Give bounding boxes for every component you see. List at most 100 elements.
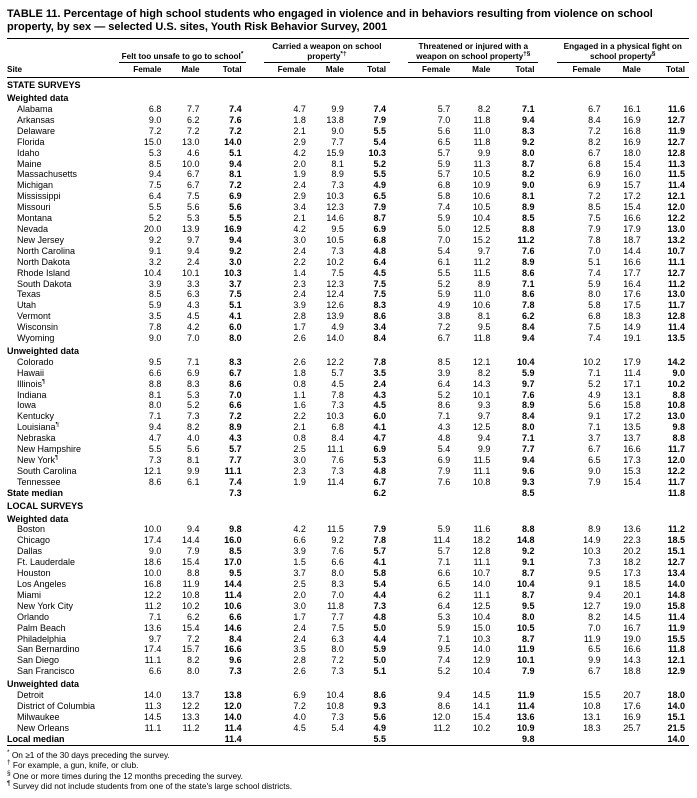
value: 14.4: [182, 535, 200, 546]
value: 16.8: [623, 125, 641, 136]
value: 9.4: [477, 433, 491, 444]
group-gap-spacer: [390, 268, 408, 279]
total-value: 6.2: [521, 311, 535, 322]
total-value: 9.6: [521, 465, 535, 476]
value: 7.5: [331, 267, 344, 278]
site-name: Kentucky: [17, 411, 55, 422]
site-name: Iowa: [17, 400, 37, 411]
total-value: 13.2: [667, 234, 685, 245]
value: 10.8: [326, 700, 344, 711]
group-gap-spacer: [538, 333, 556, 344]
value: 18.2: [623, 557, 641, 568]
value: 5.7: [437, 546, 451, 557]
value: 6.4: [437, 600, 451, 611]
value: 7.2: [187, 125, 200, 136]
value: 16.4: [623, 278, 641, 289]
footnote-text: On ≥1 of the 30 days preceding the surve…: [9, 749, 170, 760]
total-value: 12.0: [224, 700, 242, 711]
total-value: 11.9: [667, 622, 685, 633]
value: [454, 734, 494, 745]
group-gap-spacer: [538, 455, 556, 466]
group-gap-spacer: [538, 191, 556, 202]
group-gap-spacer: [538, 224, 556, 235]
footnote: § One or more times during the 12 months…: [7, 770, 691, 782]
value: 17.4: [143, 535, 162, 546]
total-value: 7.9: [373, 202, 387, 213]
section-label: Unweighted data: [7, 345, 80, 356]
value: 8.9: [588, 524, 601, 535]
value: 15.0: [143, 136, 162, 147]
table-row: North Dakota 3.2 2.4 3.0 2.2 10.2 6.4 6.1 11.2 8.…: [7, 257, 689, 268]
table-row: Indiana 8.1 5.3 7.0 1.1 7.8 4.3 5.2 10.1 7.6 4.9 13…: [7, 390, 689, 401]
value: 11.2: [473, 256, 491, 267]
value: 25.7: [623, 722, 641, 733]
value: 7.3: [331, 400, 344, 411]
total-value: 8.3: [229, 356, 242, 367]
table-row: Utah 5.9 4.3 5.1 3.9 12.6 8.3 4.9 10.6 7.8 5.8 17.5…: [7, 300, 689, 311]
value: 16.9: [623, 136, 641, 147]
value: 13.9: [182, 223, 200, 234]
subsection-row: Weighted data: [7, 91, 689, 104]
footnote-marker: §: [651, 49, 656, 57]
total-value: 8.1: [229, 169, 242, 180]
group-gap-spacer: [246, 655, 264, 666]
table-row: Texas 8.5 6.3 7.5 2.4 12.4 7.5 5.9 11.0 8.6 8.0 17.…: [7, 289, 689, 300]
total-value: 11.4: [517, 700, 535, 711]
group-gap-spacer: [390, 568, 408, 579]
group-gap-spacer: [390, 723, 408, 734]
value: 5.6: [437, 125, 451, 136]
total-value: 8.8: [521, 524, 535, 535]
table-row: Maine 8.5 10.0 9.4 2.0 8.1 5.2 5.9 11.3 8.7 6.8 15.…: [7, 159, 689, 170]
value: 5.9: [437, 622, 451, 633]
value: 13.3: [182, 711, 200, 722]
site-name: Utah: [17, 300, 37, 311]
total-value: 5.0: [373, 622, 387, 633]
total-value: 7.4: [373, 104, 387, 114]
total-value: 8.5: [229, 546, 242, 557]
value: 11.8: [473, 333, 491, 344]
table-row: Tennessee 8.6 6.1 7.4 1.9 11.4 6.7 7.6 10.8 9.3 7.…: [7, 477, 689, 488]
value: 8.2: [477, 367, 491, 378]
value: 9.2: [331, 535, 344, 546]
value: 4.7: [148, 433, 162, 444]
value: 9.0: [148, 333, 162, 344]
value: 16.0: [623, 169, 641, 180]
group-gap-spacer: [246, 524, 264, 535]
total-value: 7.2: [229, 125, 242, 136]
total-value: 6.7: [373, 476, 387, 487]
value: 6.6: [331, 557, 344, 568]
total-value: 11.4: [224, 589, 242, 600]
value: 15.9: [326, 147, 344, 158]
group-gap-spacer: [245, 62, 264, 79]
total-value: 17.0: [224, 557, 242, 568]
group-gap-spacer: [246, 390, 264, 401]
table-row: Chicago 17.4 14.4 16.0 6.6 9.2 7.8 11.4 18.2 14.8…: [7, 535, 689, 546]
group-gap-spacer: [246, 535, 264, 546]
value: 15.4: [472, 711, 491, 722]
table-row: Palm Beach 13.6 15.4 14.6 2.4 7.5 5.0 5.9 15.0 10…: [7, 623, 689, 634]
value: 2.0: [293, 158, 306, 169]
value: 5.9: [148, 300, 162, 311]
group-gap-spacer: [538, 546, 556, 557]
group-gap-spacer: [246, 159, 264, 170]
value: 5.6: [588, 400, 601, 411]
site-column-spacer: [7, 39, 119, 63]
group-gap-spacer: [246, 169, 264, 180]
value: 12.8: [472, 546, 491, 557]
value: [454, 488, 494, 499]
value: 2.9: [293, 191, 306, 202]
total-value: 15.8: [667, 600, 685, 611]
value: 15.4: [623, 476, 641, 487]
value: 4.9: [437, 300, 451, 311]
group-gap-spacer: [246, 148, 264, 159]
total-value: 7.8: [373, 356, 387, 367]
value: 11.0: [473, 289, 491, 300]
total-value: 4.8: [373, 465, 387, 476]
group-gap-spacer: [246, 333, 264, 344]
value: 3.9: [437, 367, 451, 378]
total-value: 7.6: [521, 389, 535, 400]
site-name: North Dakota: [17, 256, 71, 267]
total-value: 7.2: [229, 180, 242, 191]
value: 12.1: [472, 356, 491, 367]
value: 2.5: [293, 578, 306, 589]
